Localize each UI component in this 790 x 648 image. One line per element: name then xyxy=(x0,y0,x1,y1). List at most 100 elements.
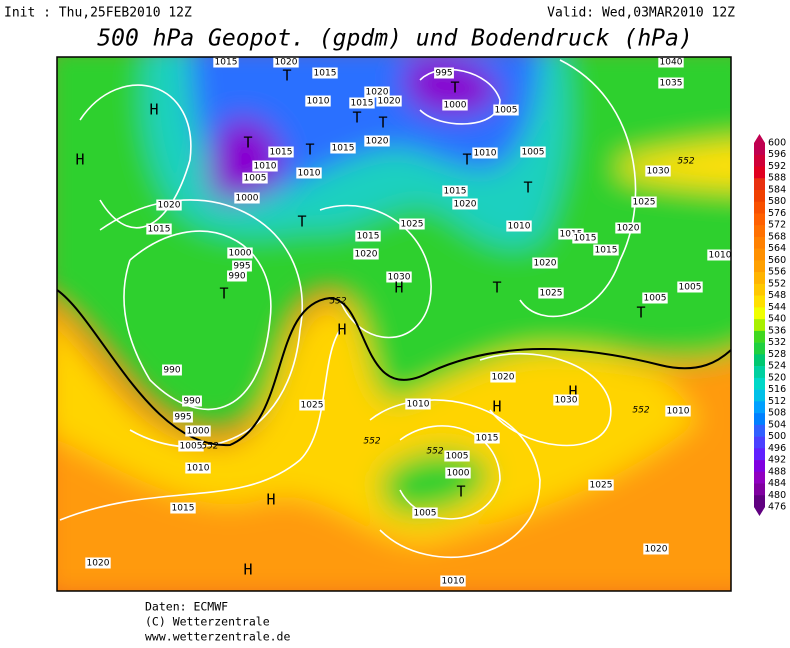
isobar-label-box xyxy=(242,172,268,184)
isobar-label-box xyxy=(353,248,379,260)
isobar-label: 1010 xyxy=(187,464,210,474)
isobar-label: 1010 xyxy=(709,251,732,261)
isobar-label-box xyxy=(299,399,325,411)
legend-swatch xyxy=(754,154,765,167)
legend-label: 544 xyxy=(768,302,786,313)
isobar-label: 1015 xyxy=(215,58,238,68)
isobar xyxy=(99,199,303,448)
isobar-label: 995 xyxy=(435,69,452,79)
isobar-label-box xyxy=(399,218,425,230)
isobar-label: 1015 xyxy=(574,234,597,244)
isobar-label-box xyxy=(364,86,390,98)
contour-label: 552 xyxy=(329,297,346,307)
valid-time: Valid: Wed,03MAR2010 12Z xyxy=(547,6,735,21)
isobar-label-box xyxy=(312,67,338,79)
isobar-label: 1020 xyxy=(454,200,477,210)
legend-swatch xyxy=(754,366,765,379)
pressure-center: T xyxy=(462,151,471,169)
isobar-label-box xyxy=(434,67,454,79)
isobar-label-box xyxy=(146,223,172,235)
isobar-label: 1020 xyxy=(617,224,640,234)
pressure-center: H xyxy=(266,491,275,509)
isobar-label-box xyxy=(658,77,684,89)
legend-label: 504 xyxy=(768,419,786,430)
isobar-label-box xyxy=(631,196,657,208)
pressure-center: T xyxy=(297,213,306,231)
isobar-label: 990 xyxy=(183,397,200,407)
field-shading xyxy=(57,57,731,591)
isobar-label: 1035 xyxy=(660,79,683,89)
legend-label: 532 xyxy=(768,337,786,348)
legend-swatch xyxy=(754,143,765,156)
legend-swatch xyxy=(754,166,765,179)
legend-label: 596 xyxy=(768,149,786,160)
pressure-center: H xyxy=(149,101,158,119)
isobar-label: 995 xyxy=(233,262,250,272)
legend-label: 552 xyxy=(768,278,786,289)
isobar-label-box xyxy=(185,425,211,437)
pressure-center: H xyxy=(243,561,252,579)
isobar-label: 1010 xyxy=(442,577,465,587)
legend-swatch xyxy=(754,236,765,249)
legend-swatch xyxy=(754,213,765,226)
legend-swatch xyxy=(754,436,765,449)
legend-swatch xyxy=(754,283,765,296)
legend-swatch xyxy=(754,471,765,484)
isobar-label-box xyxy=(412,507,438,519)
legend-label: 572 xyxy=(768,220,786,231)
isobar-label: 1040 xyxy=(660,58,683,68)
legend-label: 568 xyxy=(768,231,786,242)
color-legend: 6005965925885845805765725685645605565525… xyxy=(754,134,786,516)
isobar-label: 1000 xyxy=(236,194,259,204)
legend-swatch xyxy=(754,201,765,214)
isobar-label: 1025 xyxy=(401,220,424,230)
legend-swatch xyxy=(754,424,765,437)
isobar-label: 995 xyxy=(174,413,191,423)
isobar-label-box xyxy=(444,450,470,462)
pressure-center: H xyxy=(337,321,346,339)
contour-label: 552 xyxy=(363,437,380,447)
isobar-label-box xyxy=(472,147,498,159)
legend-swatch xyxy=(754,178,765,191)
isobar-label-box xyxy=(156,199,182,211)
legend-label: 484 xyxy=(768,478,786,489)
legend-label: 488 xyxy=(768,466,786,477)
legend-swatch xyxy=(754,260,765,273)
isobar-label: 1015 xyxy=(560,230,583,240)
isobar-label: 1020 xyxy=(378,97,401,107)
isobar xyxy=(319,204,432,339)
isobar-label: 1005 xyxy=(679,283,702,293)
isobar-label: 1010 xyxy=(508,222,531,232)
pressure-center: T xyxy=(282,67,291,85)
pressure-center: T xyxy=(243,134,252,152)
isobar-label-box xyxy=(572,232,598,244)
isobar-label: 990 xyxy=(163,366,180,376)
isobar xyxy=(479,352,612,447)
isobar-label-box xyxy=(615,222,641,234)
isobar-label-box xyxy=(227,270,247,282)
isobar-label: 1025 xyxy=(540,289,563,299)
init-time: Init : Thu,25FEB2010 12Z xyxy=(4,6,192,21)
isobar-label-box xyxy=(232,260,252,272)
legend-label: 480 xyxy=(768,490,786,501)
legend-label: 508 xyxy=(768,408,786,419)
legend-label: 536 xyxy=(768,325,786,336)
pressure-center: T xyxy=(305,141,314,159)
isobar-label-box xyxy=(665,405,691,417)
isobar-label-box xyxy=(493,104,519,116)
isobar-label-box xyxy=(185,462,211,474)
isobar-label: 1005 xyxy=(414,509,437,519)
isobar-label: 1015 xyxy=(270,148,293,158)
legend-swatch xyxy=(754,295,765,308)
legend-swatch xyxy=(754,495,765,508)
legend-swatch xyxy=(754,448,765,461)
legend-swatch xyxy=(754,483,765,496)
legend-label: 476 xyxy=(768,502,786,513)
legend-swatch xyxy=(754,342,765,355)
isobar-label: 1015 xyxy=(476,434,499,444)
legend-label: 500 xyxy=(768,431,786,442)
isobar-label-box xyxy=(474,432,500,444)
